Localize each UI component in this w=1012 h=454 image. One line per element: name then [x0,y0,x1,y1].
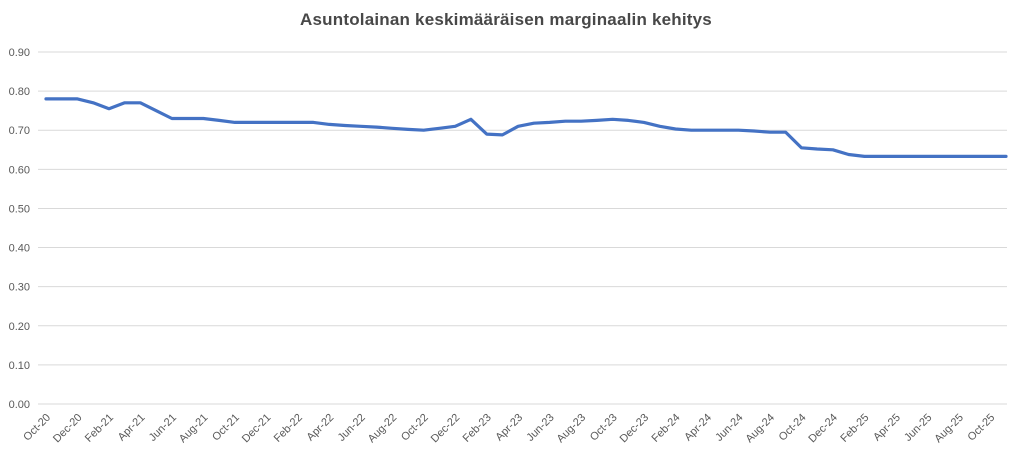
x-axis-tick-label: Apr-25 [871,412,903,444]
x-axis-tick-label: Feb-24 [649,412,682,445]
x-axis-tick-label: Oct-20 [21,412,53,444]
y-axis-tick-label: 0.70 [9,125,30,137]
x-axis-tick-label: Apr-23 [493,412,525,444]
y-axis-tick-label: 0.50 [9,203,30,215]
y-axis-tick-label: 0.90 [9,47,30,59]
x-axis-tick-label: Feb-25 [838,412,871,445]
x-axis-tick-label: Jun-23 [524,412,556,444]
x-axis-tick-label: Dec-24 [806,412,840,446]
x-axis-tick-label: Aug-21 [177,412,211,446]
y-axis-tick-label: 0.60 [9,164,30,176]
x-axis-tick-label: Oct-24 [777,412,809,444]
x-axis-tick-label: Feb-23 [461,412,494,445]
x-axis-tick-label: Feb-22 [272,412,305,445]
x-axis-tick-label: Aug-23 [555,412,589,446]
y-axis-tick-label: 0.80 [9,86,30,98]
x-axis-tick-label: Oct-23 [588,412,620,444]
x-axis-tick-label: Feb-21 [83,412,116,445]
x-axis-tick-label: Apr-24 [682,412,714,444]
x-axis-tick-label: Jun-21 [147,412,179,444]
y-axis-tick-label: 0.30 [9,282,30,294]
x-axis-tick-label: Dec-23 [618,412,652,446]
x-axis-tick-label: Aug-24 [743,412,777,446]
x-axis-tick-label: Oct-21 [210,412,242,444]
x-axis-tick-label: Jun-22 [336,412,368,444]
x-axis-tick-label: Dec-22 [429,412,463,446]
y-axis-tick-label: 0.20 [9,321,30,333]
x-axis-tick-label: Oct-22 [399,412,431,444]
x-axis-tick-label: Apr-21 [116,412,148,444]
y-axis-tick-label: 0.40 [9,243,30,255]
chart-data-line [44,97,1008,158]
x-axis-tick-label: Aug-22 [366,412,400,446]
x-axis-tick-label: Aug-25 [932,412,966,446]
x-axis-tick-label: Dec-20 [51,412,85,446]
x-axis-tick-label: Jun-24 [713,412,745,444]
y-axis-tick-label: 0.10 [9,360,30,372]
x-axis-tick-label: Apr-22 [305,412,337,444]
x-axis-tick-label: Oct-25 [966,412,998,444]
x-axis-tick-label: Dec-21 [240,412,274,446]
chart-title: Asuntolainan keskimääräisen marginaalin … [300,10,712,29]
x-axis-tick-label: Jun-25 [902,412,934,444]
y-axis-tick-label: 0.00 [9,399,30,411]
